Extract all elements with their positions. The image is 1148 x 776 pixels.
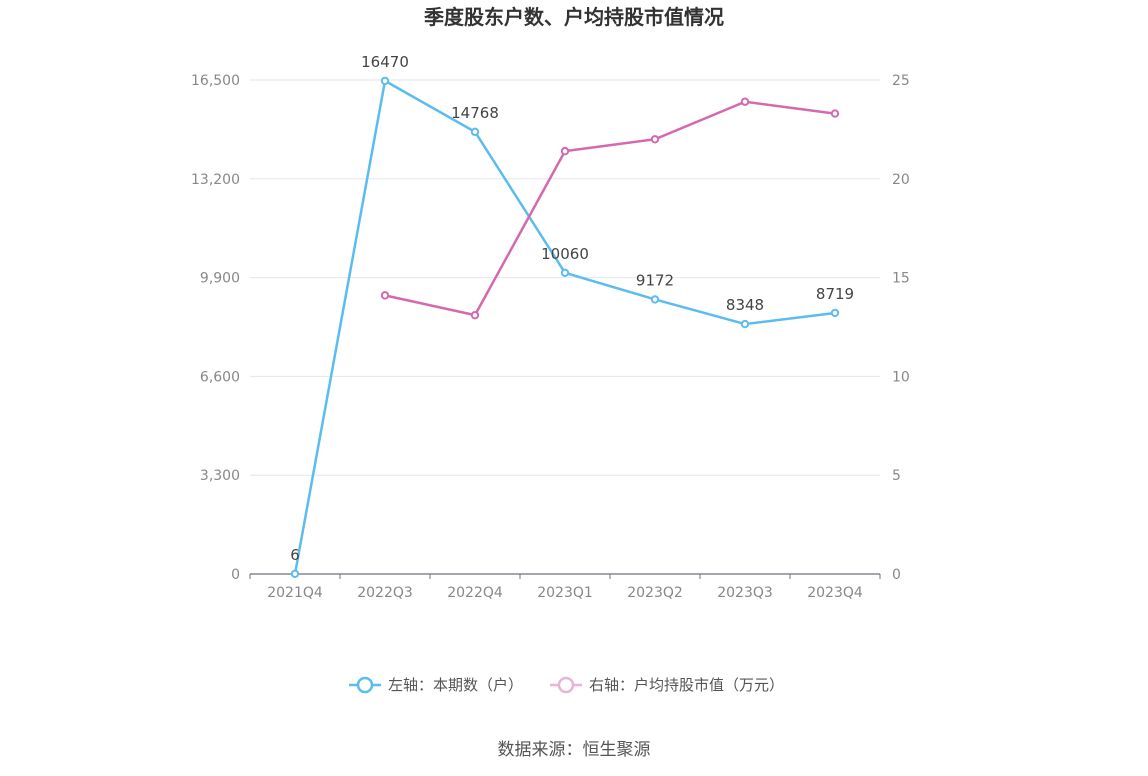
y-right-tick-label: 10 <box>892 369 910 385</box>
data-point <box>380 291 390 300</box>
data-point <box>380 76 390 86</box>
x-tick-label: 2023Q2 <box>627 585 683 601</box>
x-tick-label: 2022Q3 <box>357 585 413 601</box>
y-left-tick-label: 0 <box>231 567 240 583</box>
legend[interactable]: 左轴：本期数（户） 右轴：户均持股市值（万元） <box>349 676 784 694</box>
x-tick-label: 2023Q3 <box>717 585 773 601</box>
data-point <box>650 295 660 304</box>
data-source: 数据来源：恒生聚源 <box>498 740 651 760</box>
data-point <box>560 268 570 278</box>
data-label: 8348 <box>726 296 764 314</box>
y-axis-left: 0 3,300 6,600 9,900 13,200 16,500 <box>191 73 240 583</box>
chart-title: 季度股东户数、户均持股市值情况 <box>423 5 724 29</box>
data-point <box>830 109 840 118</box>
data-label: 8719 <box>816 285 854 303</box>
y-left-tick-label: 13,200 <box>191 172 240 188</box>
x-axis: 2021Q4 2022Q3 2022Q4 2023Q1 2023Q2 2023Q3 2023… <box>249 573 881 601</box>
data-label: 14768 <box>451 104 499 122</box>
x-tick-label: 2023Q4 <box>807 585 863 601</box>
data-point <box>470 127 480 137</box>
legend-item-left-series[interactable]: 左轴：本期数（户） <box>349 676 523 694</box>
data-point <box>650 135 660 144</box>
y-right-tick-label: 15 <box>892 271 910 287</box>
y-right-tick-label: 20 <box>892 172 910 188</box>
y-right-tick-label: 25 <box>892 73 910 89</box>
y-left-tick-label: 16,500 <box>191 73 240 89</box>
y-left-tick-label: 3,300 <box>200 468 240 484</box>
series-lines <box>290 76 840 579</box>
y-left-tick-label: 6,600 <box>200 369 240 385</box>
data-point <box>740 319 750 329</box>
legend-item-right-series[interactable]: 右轴：户均持股市值（万元） <box>550 676 784 694</box>
data-point <box>470 310 480 320</box>
legend-label-left-series: 左轴：本期数（户） <box>388 676 523 694</box>
y-right-tick-label: 0 <box>892 567 901 583</box>
data-point <box>560 146 570 156</box>
x-tick-label: 2022Q4 <box>447 585 503 601</box>
data-label: 6 <box>290 546 300 564</box>
data-point <box>290 569 300 579</box>
x-tick-label: 2021Q4 <box>267 585 323 601</box>
grid-lines <box>250 79 880 476</box>
data-label: 9172 <box>636 271 674 289</box>
data-labels: 6 16470 14768 10060 9172 8348 8719 <box>290 53 854 564</box>
y-axis-right: 0 5 10 15 20 25 <box>892 73 910 583</box>
x-tick-label: 2023Q1 <box>537 585 593 601</box>
series-line-right <box>384 100 836 317</box>
data-point <box>740 97 750 106</box>
y-right-tick-label: 5 <box>892 468 901 484</box>
data-point <box>830 308 840 318</box>
data-label: 16470 <box>361 53 409 71</box>
y-left-tick-label: 9,900 <box>200 271 240 287</box>
data-label: 10060 <box>541 245 589 263</box>
legend-label-right-series: 右轴：户均持股市值（万元） <box>589 676 784 694</box>
